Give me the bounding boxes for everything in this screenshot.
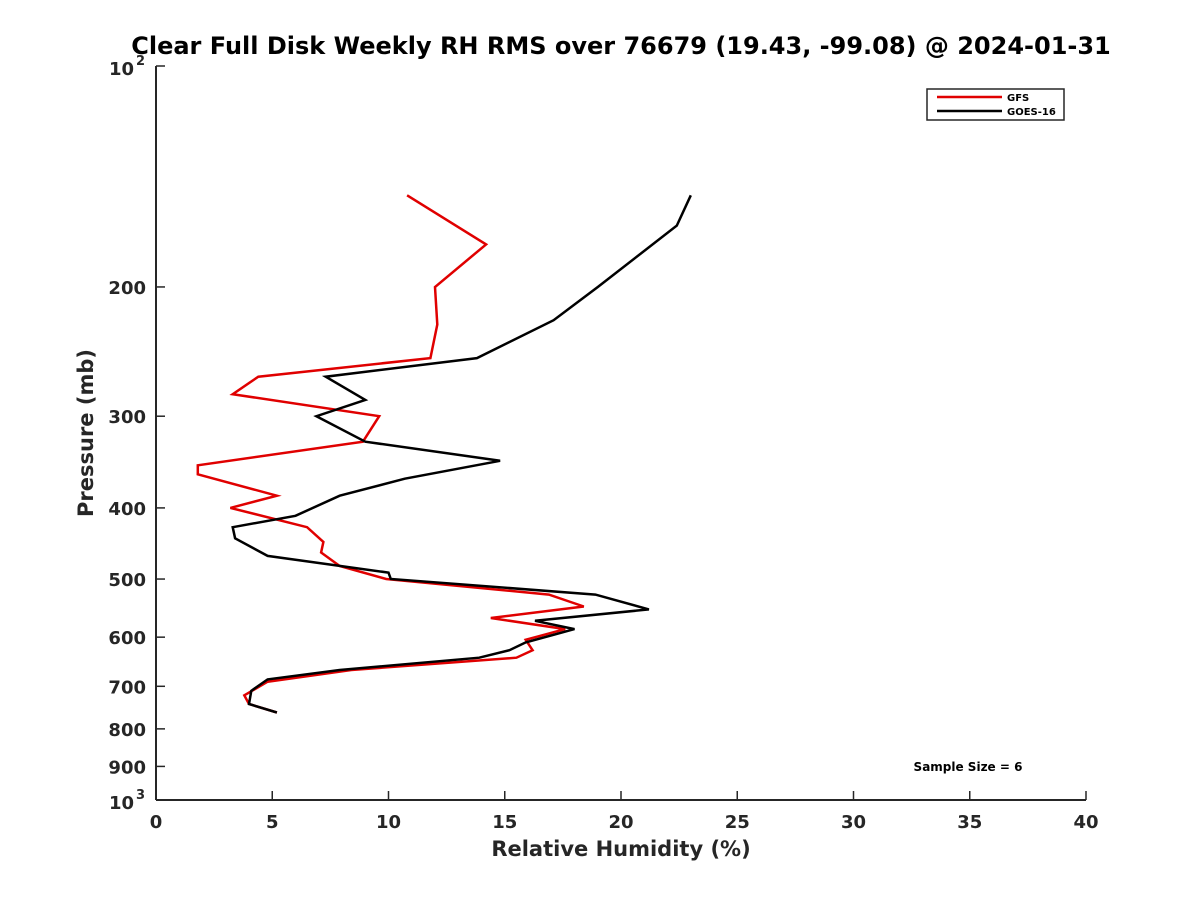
x-tick-label: 0	[150, 812, 163, 833]
chart-title: Clear Full Disk Weekly RH RMS over 76679…	[131, 32, 1111, 60]
legend-label: GFS	[1007, 93, 1029, 104]
x-tick-label: 20	[608, 812, 633, 833]
y-tick-label: 300	[108, 407, 146, 428]
legend: GFS GOES-16	[926, 88, 1065, 121]
x-tick-label: 30	[841, 812, 866, 833]
x-tick-label: 5	[266, 812, 279, 833]
y-decade-tick-label: 10	[109, 59, 134, 80]
y-axis-label: Pressure (mb)	[74, 349, 98, 517]
y-decade-tick-exponent: 2	[136, 54, 145, 69]
x-axis-label: Relative Humidity (%)	[491, 837, 750, 861]
legend-label: GOES-16	[1007, 107, 1056, 118]
sample-size-annotation: Sample Size = 6	[914, 760, 1023, 774]
x-tick-label: 35	[957, 812, 982, 833]
x-tick-label: 10	[376, 812, 401, 833]
x-ticks: 0 5 10 15 20 25 30 35 40	[150, 791, 1099, 833]
x-tick-label: 40	[1073, 812, 1098, 833]
series-line-goes-16	[231, 194, 692, 714]
x-tick-label: 25	[725, 812, 750, 833]
y-tick-label: 500	[108, 570, 146, 591]
series-layer	[196, 194, 692, 714]
y-tick-label: 400	[108, 499, 146, 520]
y-tick-label: 800	[108, 720, 146, 741]
y-tick-label: 900	[108, 757, 146, 778]
y-decade-tick-label: 10	[109, 793, 134, 814]
x-tick-label: 15	[492, 812, 517, 833]
series-line-gfs	[196, 194, 585, 714]
legend-box	[926, 88, 1065, 121]
y-tick-label: 700	[108, 677, 146, 698]
y-tick-label: 600	[108, 628, 146, 649]
y-tick-label: 200	[108, 278, 146, 299]
y-decade-tick-exponent: 3	[136, 788, 145, 803]
